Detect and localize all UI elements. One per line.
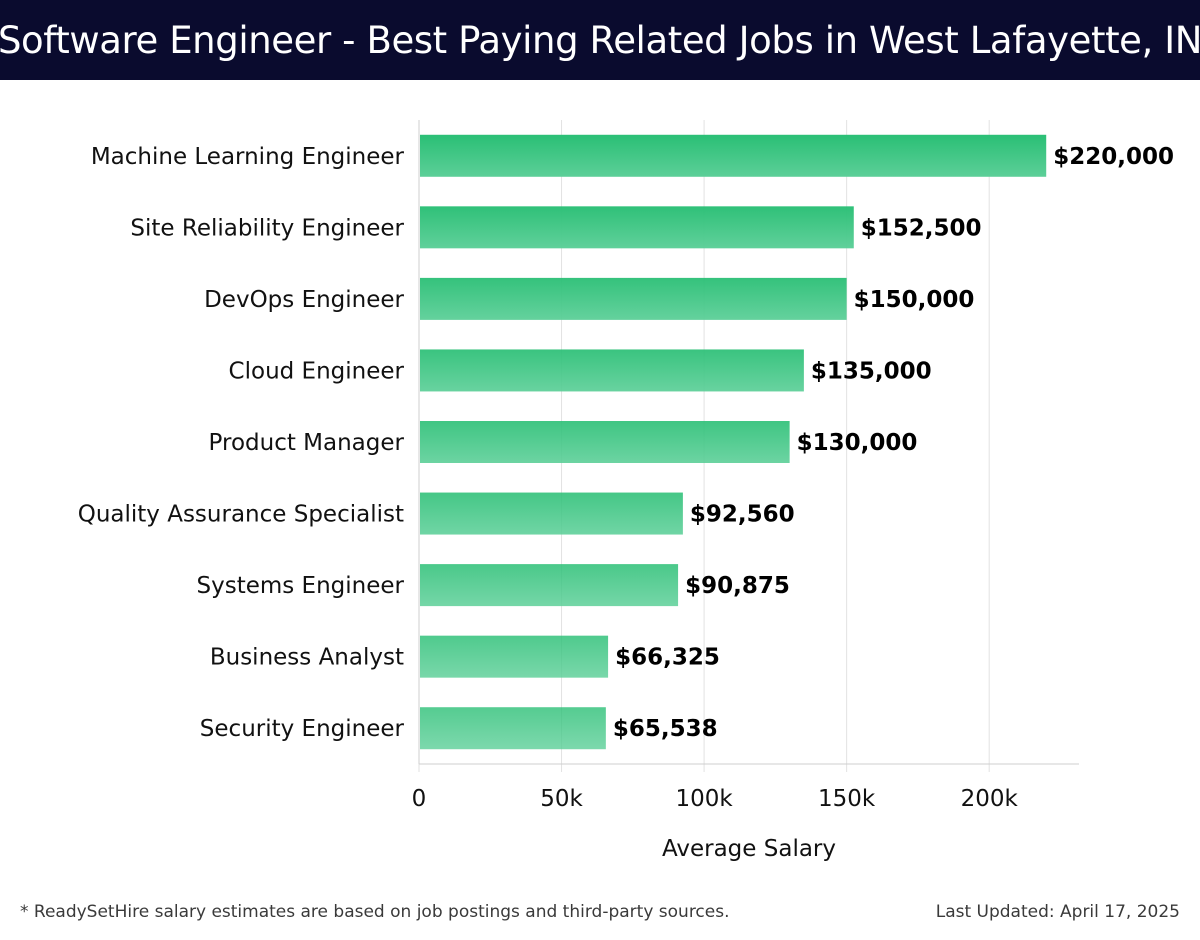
x-tick-label: 200k (961, 786, 1019, 812)
bar (420, 635, 609, 678)
page-title: Software Engineer - Best Paying Related … (0, 18, 1200, 62)
bar (420, 564, 679, 607)
bar (420, 492, 683, 535)
value-label: $92,560 (690, 502, 795, 528)
x-axis-title: Average Salary (662, 836, 836, 862)
category-labels: Machine Learning Engineer Site Reliabilit… (78, 144, 405, 742)
value-label: $90,875 (685, 573, 790, 599)
value-labels: $220,000 $152,500 $150,000 $135,000 $130,000… (613, 144, 1174, 742)
category-label: DevOps Engineer (204, 287, 404, 313)
value-label: $135,000 (811, 358, 932, 384)
category-label: Security Engineer (200, 716, 405, 742)
category-label: Quality Assurance Specialist (78, 502, 404, 528)
x-tick-label: 150k (818, 786, 876, 812)
last-updated: Last Updated: April 17, 2025 (935, 902, 1180, 922)
value-label: $150,000 (854, 287, 975, 313)
category-label: Product Manager (209, 430, 405, 456)
value-label: $65,538 (613, 716, 718, 742)
category-label: Machine Learning Engineer (91, 144, 405, 170)
x-tick-label: 0 (412, 786, 427, 812)
category-label: Business Analyst (210, 645, 404, 671)
category-label: Site Reliability Engineer (130, 215, 404, 241)
value-label: $66,325 (615, 645, 720, 671)
salary-bar-chart: Machine Learning Engineer Site Reliabilit… (78, 120, 1174, 862)
title-banner: Software Engineer - Best Paying Related … (0, 0, 1200, 80)
category-label: Systems Engineer (197, 573, 405, 599)
bars (420, 134, 1047, 750)
bar (420, 707, 606, 750)
bar (420, 421, 790, 463)
value-label: $130,000 (797, 430, 918, 456)
x-tick-label: 100k (675, 786, 733, 812)
footnote: * ReadySetHire salary estimates are base… (20, 902, 730, 922)
category-label: Cloud Engineer (229, 358, 405, 384)
bar (420, 349, 804, 392)
value-label: $152,500 (861, 215, 982, 241)
bar (420, 134, 1047, 177)
bar (420, 206, 854, 249)
value-label: $220,000 (1053, 144, 1174, 170)
x-tick-label: 50k (540, 786, 583, 812)
bar (420, 277, 847, 320)
x-axis: 0 50k 100k 150k 200k (412, 120, 1079, 812)
